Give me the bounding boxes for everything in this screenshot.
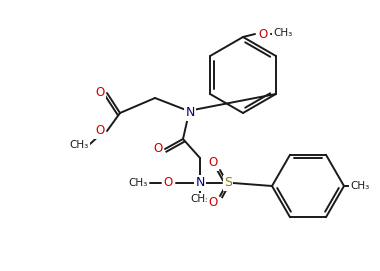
Text: CH₃: CH₃ (70, 140, 89, 150)
Text: S: S (224, 176, 232, 189)
Text: CH₃: CH₃ (273, 28, 293, 38)
Text: O: O (95, 85, 104, 98)
Text: O: O (258, 27, 268, 40)
Text: CH₃: CH₃ (128, 178, 147, 188)
Text: O: O (95, 124, 104, 137)
Text: O: O (208, 196, 218, 209)
Text: N: N (185, 107, 195, 120)
Text: O: O (163, 176, 173, 189)
Text: O: O (154, 143, 163, 156)
Text: O: O (208, 156, 218, 169)
Text: N: N (195, 176, 205, 189)
Text: CH₃: CH₃ (190, 194, 210, 204)
Text: CH₃: CH₃ (350, 181, 370, 191)
